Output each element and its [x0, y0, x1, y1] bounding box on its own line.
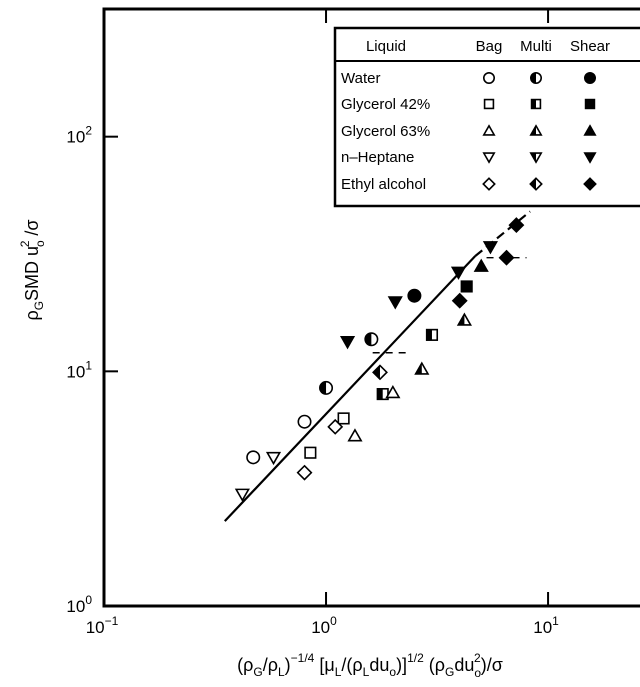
- x-tick-label: 100: [311, 614, 337, 637]
- point-glycerol-63--multi: [456, 312, 472, 326]
- legend-marker: [583, 152, 597, 164]
- point-ethyl-alcohol-shear: [451, 292, 468, 309]
- legend-marker: [529, 124, 543, 136]
- x-axis-title: (ρG/ρL)−1/4 [μL/(ρLduo)]1/2 (ρGduo2)/σ: [237, 651, 503, 680]
- legend-marker: [482, 177, 496, 191]
- legend-marker: [482, 72, 495, 85]
- x-tick-label: 10−1: [86, 614, 119, 637]
- legend-marker: [530, 98, 542, 110]
- fit-line: [224, 210, 531, 522]
- point-water-bag: [246, 450, 261, 465]
- point-glycerol-42--multi: [425, 328, 439, 341]
- point-glycerol-42--shear: [460, 280, 473, 293]
- legend-marker: [529, 72, 542, 85]
- legend-label: n–Heptane: [341, 149, 414, 166]
- point-n-heptane-bag: [234, 488, 250, 502]
- point-ethyl-alcohol-bag: [296, 464, 313, 481]
- point-glycerol-42--bag: [304, 446, 317, 459]
- legend-box: [333, 26, 640, 208]
- legend-header: Liquid: [366, 38, 406, 55]
- legend-header: Shear: [570, 38, 610, 55]
- legend-marker: [482, 124, 496, 136]
- point-glycerol-63--bag: [347, 428, 363, 442]
- legend-marker: [583, 177, 597, 191]
- fit-line-dashed: [474, 210, 531, 257]
- point-ethyl-alcohol-bag: [327, 418, 344, 435]
- legend-marker: [483, 98, 495, 110]
- point-ethyl-alcohol-shear: [508, 217, 525, 234]
- point-n-heptane-shear: [387, 296, 403, 310]
- legend-header: Bag: [476, 38, 503, 55]
- fit-line-solid: [224, 255, 477, 522]
- point-water-multi: [319, 380, 334, 395]
- legend-marker: [529, 177, 543, 191]
- point-ethyl-alcohol-shear: [498, 249, 515, 266]
- point-n-heptane-shear: [482, 241, 498, 255]
- legend-marker: [482, 152, 496, 164]
- point-n-heptane-shear: [339, 336, 356, 350]
- y-axis-title: ρGSMD uo2 /σ: [18, 219, 47, 320]
- point-water-shear: [407, 288, 422, 303]
- point-n-heptane-bag: [265, 451, 282, 466]
- y-tick-label: 102: [66, 124, 92, 147]
- point-n-heptane-shear: [450, 266, 467, 280]
- ticks: [103, 9, 550, 607]
- legend-label: Glycerol 63%: [341, 123, 430, 140]
- legend-label: Water: [341, 70, 380, 87]
- legend-marker: [584, 98, 596, 110]
- legend-label: Ethyl alcohol: [341, 176, 426, 193]
- point-glycerol-63--shear: [473, 258, 489, 272]
- point-water-bag: [297, 414, 312, 429]
- data-points: [234, 217, 525, 502]
- point-glycerol-42--bag: [337, 412, 350, 425]
- point-glycerol-63--multi: [414, 361, 430, 375]
- legend-marker: [583, 124, 597, 136]
- legend: Liquid Bag Multi Shear Water Glycerol 42% Glyc…: [333, 26, 640, 208]
- point-ethyl-alcohol-multi: [372, 364, 388, 381]
- legend-label: Glycerol 42%: [341, 96, 430, 113]
- legend-header: Multi: [520, 38, 552, 55]
- legend-marker: [529, 152, 543, 164]
- point-water-multi: [364, 332, 379, 347]
- x-tick-label: 101: [533, 614, 559, 637]
- y-tick-label: 101: [66, 358, 92, 381]
- plot-frame: [102, 7, 640, 608]
- point-glycerol-63--bag: [385, 384, 401, 399]
- y-tick-label: 100: [66, 593, 92, 616]
- legend-marker: [583, 72, 596, 85]
